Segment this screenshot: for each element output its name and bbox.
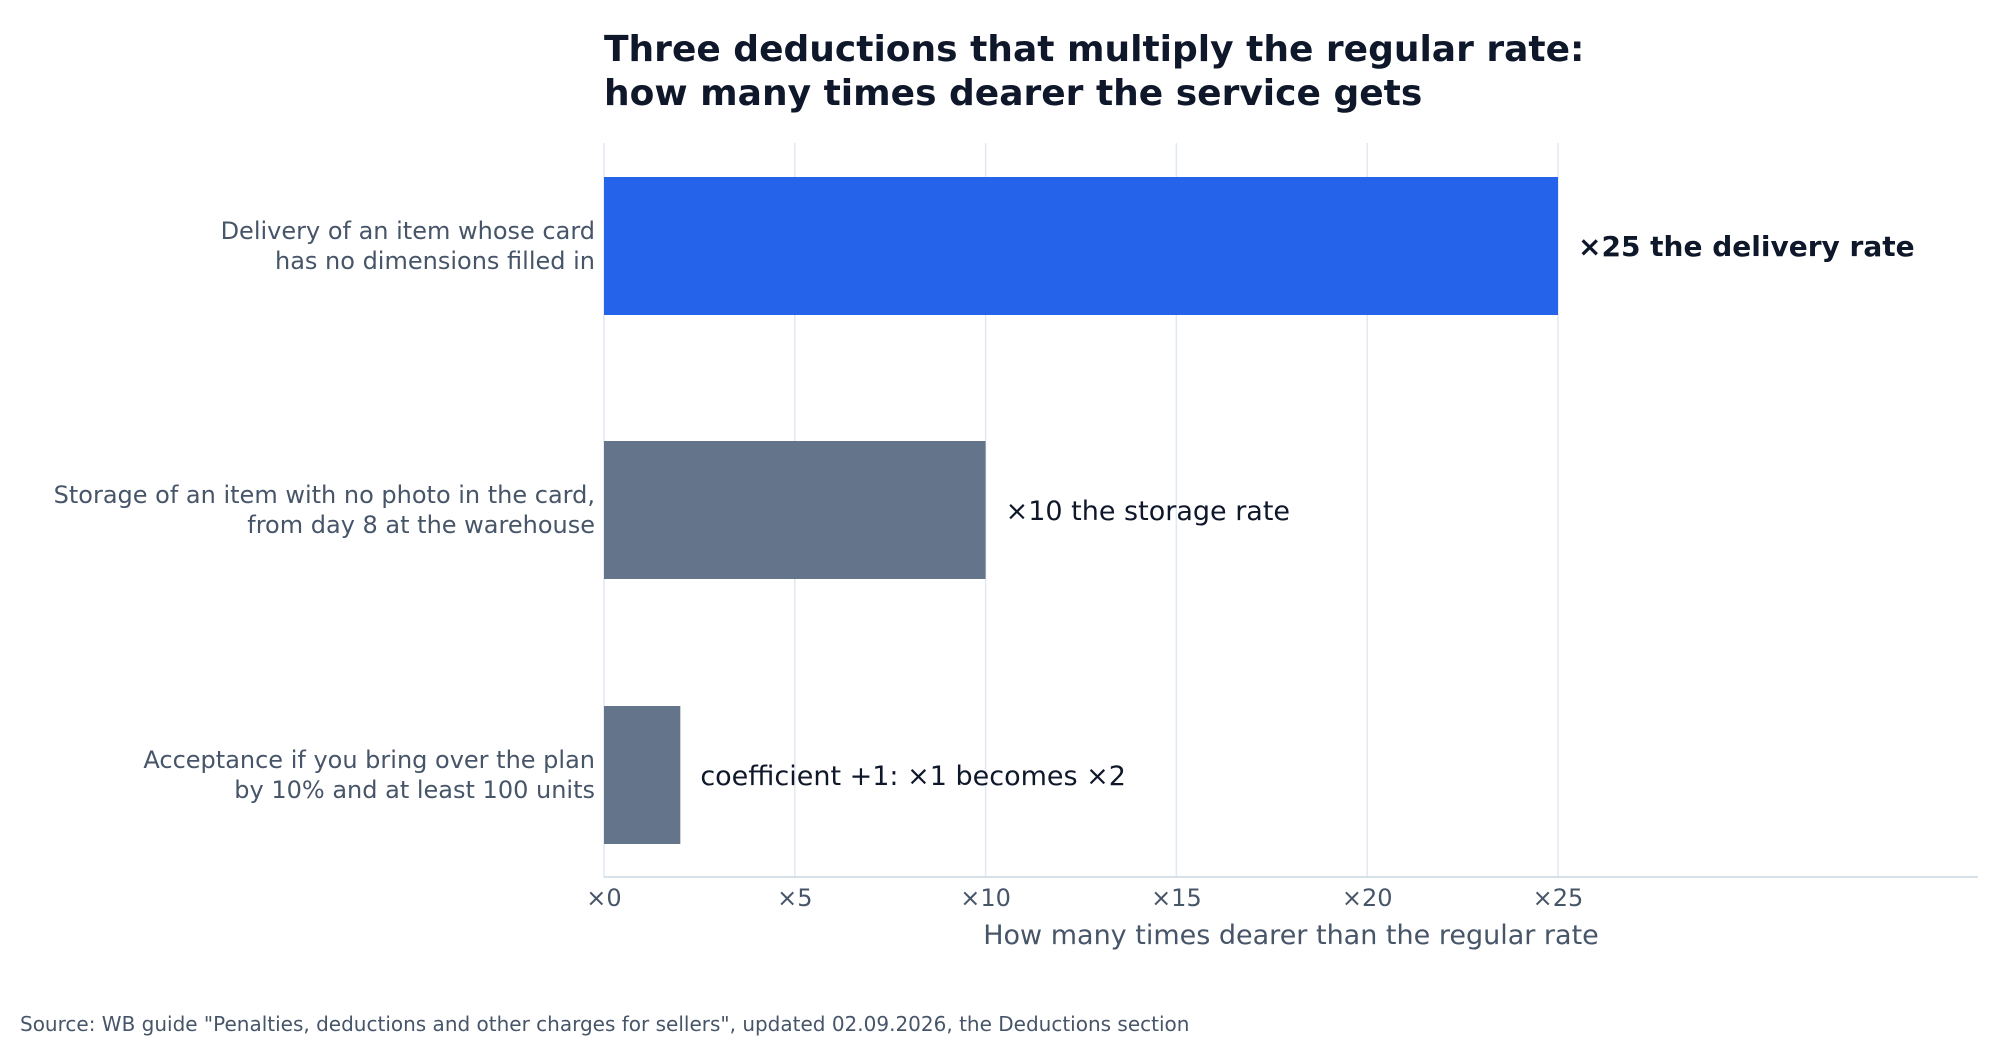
bar — [604, 706, 681, 844]
chart-title-line: Three deductions that multiply the regul… — [604, 29, 1584, 70]
category-label-line: from day 8 at the warehouse — [247, 511, 595, 539]
value-labels: ×25 the delivery rate ×10 the storage rat… — [700, 230, 1914, 792]
x-tick-label: ×10 — [960, 884, 1011, 912]
x-tick-label: ×25 — [1533, 884, 1584, 912]
category-label-line: Delivery of an item whose card — [221, 217, 595, 245]
x-tick-label: ×5 — [777, 884, 812, 912]
bar — [604, 177, 1558, 315]
x-axis-label: How many times dearer than the regular r… — [983, 920, 1599, 951]
chart-title-line: how many times dearer the service gets — [604, 73, 1422, 114]
source-note: Source: WB guide "Penalties, deductions … — [20, 1012, 1189, 1036]
value-label: ×25 the delivery rate — [1578, 230, 1915, 263]
value-label: coefficient +1: ×1 becomes ×2 — [700, 761, 1126, 792]
x-tick-label: ×15 — [1151, 884, 1202, 912]
category-label: Storage of an item with no photo in the … — [54, 481, 595, 539]
chart-title: Three deductions that multiply the regul… — [604, 29, 1584, 114]
bar — [604, 441, 986, 579]
category-label-line: Storage of an item with no photo in the … — [54, 481, 595, 509]
value-label: ×10 the storage rate — [1006, 496, 1290, 527]
bars — [604, 177, 1558, 844]
category-label-line: by 10% and at least 100 units — [234, 776, 595, 804]
x-tick-label: ×0 — [586, 884, 621, 912]
x-axis-ticks: ×0 ×5 ×10 ×15 ×20 ×25 — [586, 884, 1583, 912]
category-label: Acceptance if you bring over the plan by … — [143, 746, 595, 804]
category-label: Delivery of an item whose card has no dim… — [221, 217, 595, 275]
x-tick-label: ×20 — [1342, 884, 1393, 912]
category-label-line: has no dimensions filled in — [275, 247, 595, 275]
category-labels: Delivery of an item whose card has no dim… — [54, 217, 595, 804]
category-label-line: Acceptance if you bring over the plan — [143, 746, 595, 774]
